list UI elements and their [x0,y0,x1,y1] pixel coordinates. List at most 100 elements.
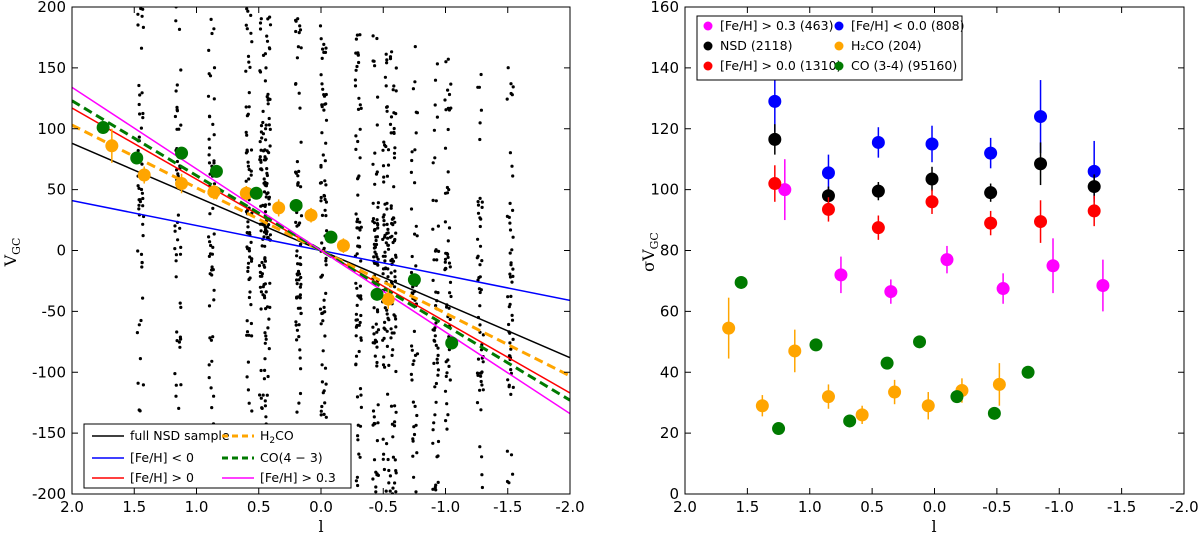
y-tick-label: -100 [32,363,66,381]
nsd-star [373,250,377,254]
nsd-star [383,235,387,239]
nsd-star [260,406,264,410]
nsd-star [476,237,480,241]
nsd-star [382,326,386,330]
nsd-star [319,199,323,203]
nsd-star [478,388,482,392]
nsd-star [382,140,386,144]
nsd-star [385,58,389,62]
legend-marker [703,21,713,31]
nsd-star [263,265,267,269]
nsd-star [266,92,270,96]
nsd-star [359,297,363,301]
nsd-star [410,150,414,154]
x-tick-label: 0.0 [923,498,947,516]
nsd-star [412,432,417,437]
nsd-star [298,348,302,352]
nsd-star [295,296,299,300]
nsd-star [139,252,144,256]
nsd-star [475,401,480,405]
nsd-star [390,331,394,335]
nsd-star [136,249,140,253]
nsd-star [295,278,299,282]
dispersion-point [884,285,898,299]
nsd-star [212,133,216,137]
nsd-star [318,181,323,185]
nsd-star [375,330,379,334]
nsd-star [358,284,362,288]
nsd-star [393,404,397,408]
nsd-star [319,37,323,41]
nsd-star [446,413,450,417]
nsd-star [434,290,438,294]
nsd-star [262,177,266,181]
nsd-star [385,222,389,226]
nsd-star [209,386,213,390]
nsd-star [262,190,267,194]
nsd-star [355,395,360,399]
nsd-star [373,341,377,345]
nsd-star [174,383,178,387]
left-y-ticks: -200 -150 -100 -50 0 50 100 150 200 [32,0,570,503]
co-point [209,164,223,178]
nsd-star [297,272,302,276]
nsd-star [356,434,360,438]
nsd-star [356,438,360,442]
nsd-star [391,259,396,263]
nsd-star [138,112,142,116]
nsd-star [140,14,144,18]
nsd-star [431,278,435,282]
nsd-star [178,252,183,256]
left-legend-box [83,423,352,489]
nsd-star [447,92,452,97]
nsd-star [356,483,360,488]
nsd-star [212,288,216,292]
nsd-star [382,180,386,184]
dispersion-point [768,177,782,191]
legend-label: full NSD sample [130,428,230,443]
nsd-star [444,108,448,112]
nsd-star [295,328,299,332]
nsd-star [258,285,262,289]
h2co-point [137,168,151,182]
nsd-star [246,388,250,392]
nsd-star [390,422,394,426]
nsd-star [210,273,214,277]
nsd-star [435,258,439,262]
nsd-star [446,127,450,132]
nsd-star [387,363,391,367]
nsd-star [258,393,262,397]
nsd-star [507,322,511,327]
nsd-star [247,295,251,300]
nsd-star [385,207,389,211]
left-fit-lines [72,86,570,415]
y-tick-label: 140 [650,59,679,77]
nsd-star [480,473,484,477]
nsd-star [324,200,328,204]
nsd-star [508,341,512,345]
nsd-star [265,171,269,175]
nsd-star [324,415,328,419]
nsd-star [384,489,388,493]
nsd-star [294,19,298,23]
y-tick-label: 160 [650,0,679,16]
nsd-star [263,331,267,335]
nsd-star [298,391,303,396]
legend-label: CO(4 − 3) [260,450,323,465]
nsd-star [264,334,268,338]
nsd-star [247,60,251,64]
nsd-star [250,334,254,338]
x-tick-label: 1.0 [185,498,209,516]
nsd-star [208,240,212,244]
legend-label: H2CO [260,428,294,446]
nsd-star [320,311,324,316]
nsd-star [433,385,437,389]
nsd-star [479,108,483,112]
dispersion-point [871,184,885,198]
nsd-star [323,366,328,370]
nsd-star [387,468,391,473]
nsd-star [175,330,179,334]
legend-label: [Fe/H] > 0.3 (463) [720,18,833,33]
nsd-star [136,184,140,188]
nsd-star [386,163,391,167]
